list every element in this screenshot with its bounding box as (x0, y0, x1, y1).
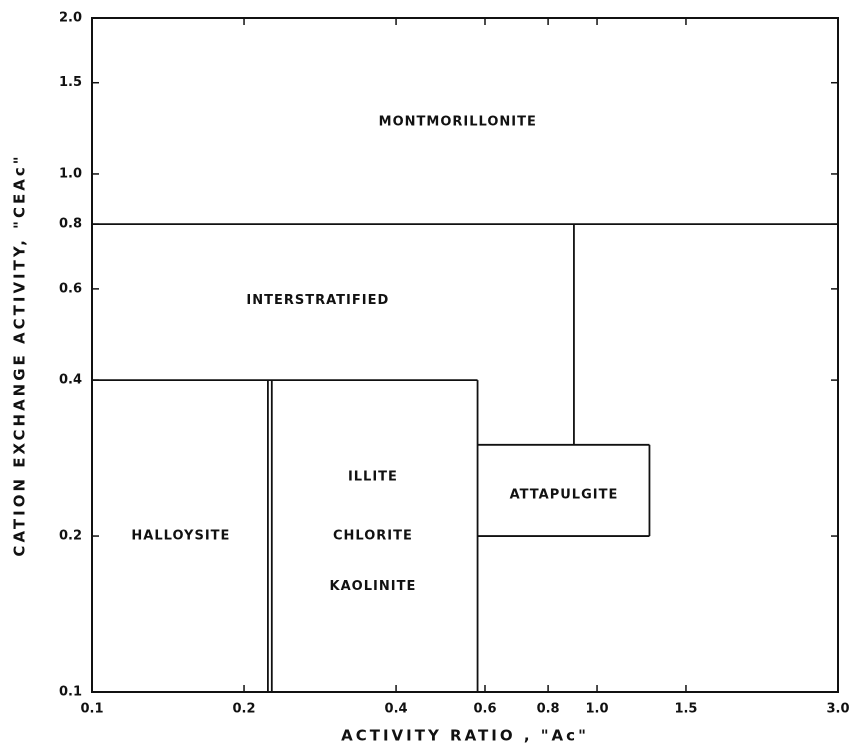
x-tick-label: 1.0 (586, 702, 609, 717)
region-label: ATTAPULGITE (510, 488, 619, 503)
y-axis-title: CATION EXCHANGE ACTIVITY, "CEAc" (11, 153, 29, 556)
x-tick-label: 0.8 (537, 702, 560, 717)
y-tick-label: 0.6 (59, 281, 82, 296)
region-label: ILLITE (348, 470, 398, 485)
region-label: MONTMORILLONITE (379, 114, 537, 129)
region-label: INTERSTRATIFIED (246, 293, 389, 308)
x-tick-label: 0.1 (80, 702, 103, 717)
x-tick-label: 0.4 (385, 702, 408, 717)
region-label: KAOLINITE (330, 579, 417, 594)
y-tick-label: 0.2 (59, 529, 82, 544)
y-tick-label: 0.8 (59, 217, 82, 232)
region-label: CHLORITE (333, 529, 413, 544)
plot-frame (91, 17, 839, 693)
y-tick-label: 0.4 (59, 373, 82, 388)
x-tick-label: 1.5 (674, 702, 697, 717)
y-tick-label: 1.5 (59, 75, 82, 90)
region-label: HALLOYSITE (131, 529, 230, 544)
y-tick-label: 0.1 (59, 685, 82, 700)
x-axis-title: ACTIVITY RATIO , "Ac" (341, 727, 589, 745)
x-tick-label: 0.2 (233, 702, 256, 717)
x-tick-label: 3.0 (826, 702, 849, 717)
y-tick-label: 1.0 (59, 166, 82, 181)
x-tick-label: 0.6 (473, 702, 496, 717)
y-tick-label: 2.0 (59, 11, 82, 26)
